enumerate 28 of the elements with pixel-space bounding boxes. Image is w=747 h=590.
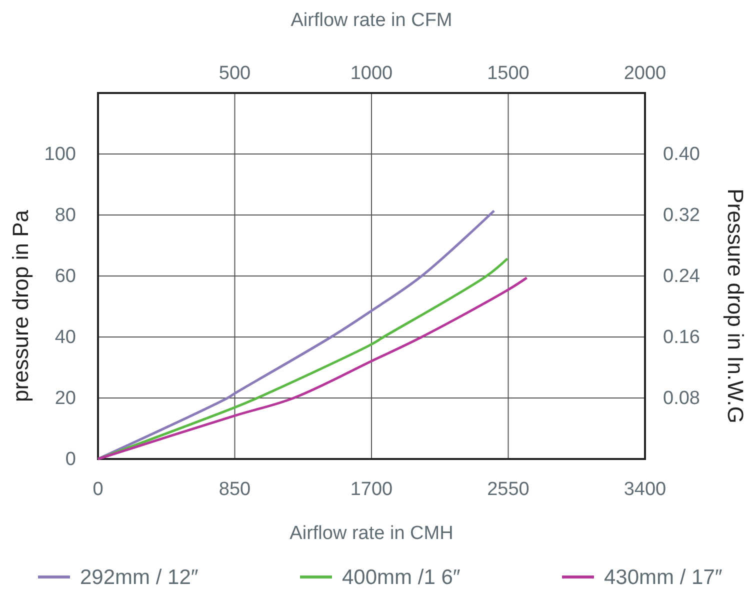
legend-label: 430mm / 17″ (604, 566, 723, 589)
y-tick-label: 0 (65, 449, 76, 470)
y-axis-title: pressure drop in Pa (8, 209, 33, 402)
y2-tick-label: 0.08 (663, 388, 700, 409)
y-tick-label: 80 (54, 205, 76, 226)
line-series (96, 209, 496, 460)
x2-tick-label: 2000 (624, 63, 666, 84)
x2-tick-label: 500 (218, 63, 251, 84)
x-tick-label: 850 (218, 479, 251, 500)
x2-tick-label: 1500 (487, 63, 530, 84)
y2-tick-label: 0.40 (663, 144, 700, 165)
y2-tick-label: 0.24 (663, 266, 700, 287)
y2-tick-label: 0.16 (663, 327, 700, 348)
y-tick-label: 40 (54, 327, 76, 348)
x2-tick-label: 1000 (350, 63, 393, 84)
y-tick-label: 20 (54, 388, 76, 409)
x-tick-label: 1700 (350, 479, 393, 500)
x-axis-title: Airflow rate in CMH (290, 523, 454, 544)
legend-label: 292mm / 12″ (80, 566, 199, 589)
x-tick-label: 2550 (487, 479, 530, 500)
y2-axis-title: Pressure drop in In.W.G (723, 188, 747, 424)
y-tick-label: 100 (44, 144, 76, 165)
y-tick-label: 60 (54, 266, 76, 287)
legend-label: 400mm /1 6″ (342, 566, 461, 589)
x-tick-label: 3400 (624, 479, 666, 500)
x2-axis-title: Airflow rate in CFM (290, 10, 452, 31)
x-tick-label: 0 (92, 479, 104, 500)
y2-tick-label: 0.32 (663, 205, 700, 226)
